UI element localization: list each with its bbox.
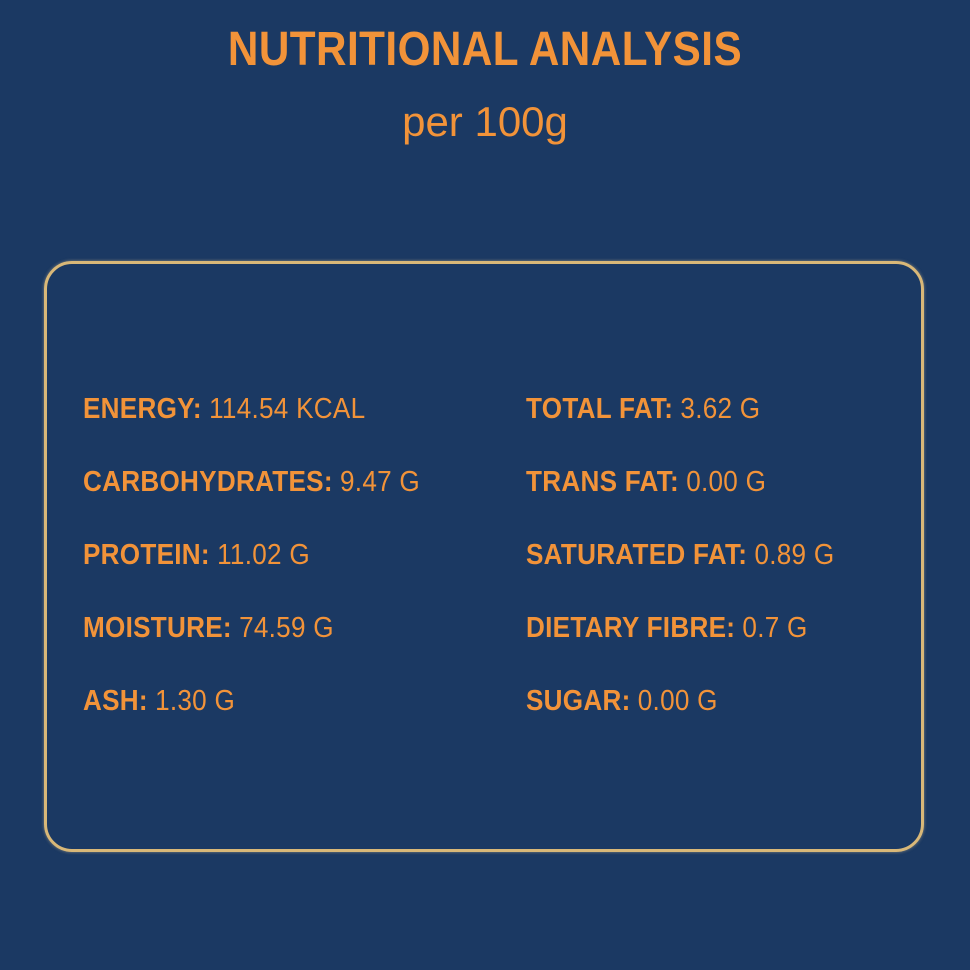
nutrient-row: PROTEIN: 11.02 G — [83, 539, 420, 612]
nutrient-label: SATURATED FAT: — [526, 539, 748, 571]
nutrient-value: 0.89 G — [754, 539, 835, 571]
nutrient-label: MOISTURE: — [83, 612, 232, 644]
nutrient-value: 74.59 G — [239, 612, 334, 644]
right-column: TOTAL FAT: 3.62 G TRANS FAT: 0.00 G SATURATE… — [526, 393, 869, 758]
nutrient-label: SUGAR: — [526, 685, 631, 717]
nutrient-row: DIETARY FIBRE: 0.7 G — [526, 612, 834, 685]
nutrient-row: SUGAR: 0.00 G — [526, 685, 834, 758]
nutrient-label: PROTEIN: — [83, 539, 210, 571]
title: NUTRITIONAL ANALYSIS — [227, 23, 743, 76]
left-column: ENERGY: 114.54 KCAL CARBOHYDRATES: 9.47 G PR… — [83, 393, 457, 758]
nutrient-value: 1.30 G — [155, 685, 236, 717]
nutrient-row: MOISTURE: 74.59 G — [83, 612, 420, 685]
nutrient-row: CARBOHYDRATES: 9.47 G — [83, 466, 420, 539]
nutrient-row: ENERGY: 114.54 KCAL — [83, 393, 420, 466]
nutrient-value: 9.47 G — [340, 466, 420, 498]
nutrient-label: DIETARY FIBRE: — [526, 612, 736, 644]
nutrient-label: ASH: — [83, 685, 148, 717]
nutrient-row: TRANS FAT: 0.00 G — [526, 466, 834, 539]
nutrient-row: ASH: 1.30 G — [83, 685, 420, 758]
nutrient-value: 114.54 KCAL — [209, 393, 366, 425]
info-box — [44, 261, 924, 852]
nutrient-value: 11.02 G — [217, 539, 310, 571]
nutrient-label: ENERGY: — [83, 393, 202, 425]
nutrient-label: TRANS FAT: — [526, 466, 680, 498]
nutrient-value: 3.62 G — [680, 393, 761, 425]
nutrient-value: 0.00 G — [637, 685, 718, 717]
nutrient-row: SATURATED FAT: 0.89 G — [526, 539, 834, 612]
nutrient-label: CARBOHYDRATES: — [83, 466, 333, 498]
nutrient-row: TOTAL FAT: 3.62 G — [526, 393, 834, 466]
nutrient-value: 0.7 G — [742, 612, 808, 644]
nutrient-label: TOTAL FAT: — [526, 393, 674, 425]
nutrient-value: 0.00 G — [686, 466, 767, 498]
subtitle: per 100g — [402, 98, 568, 145]
